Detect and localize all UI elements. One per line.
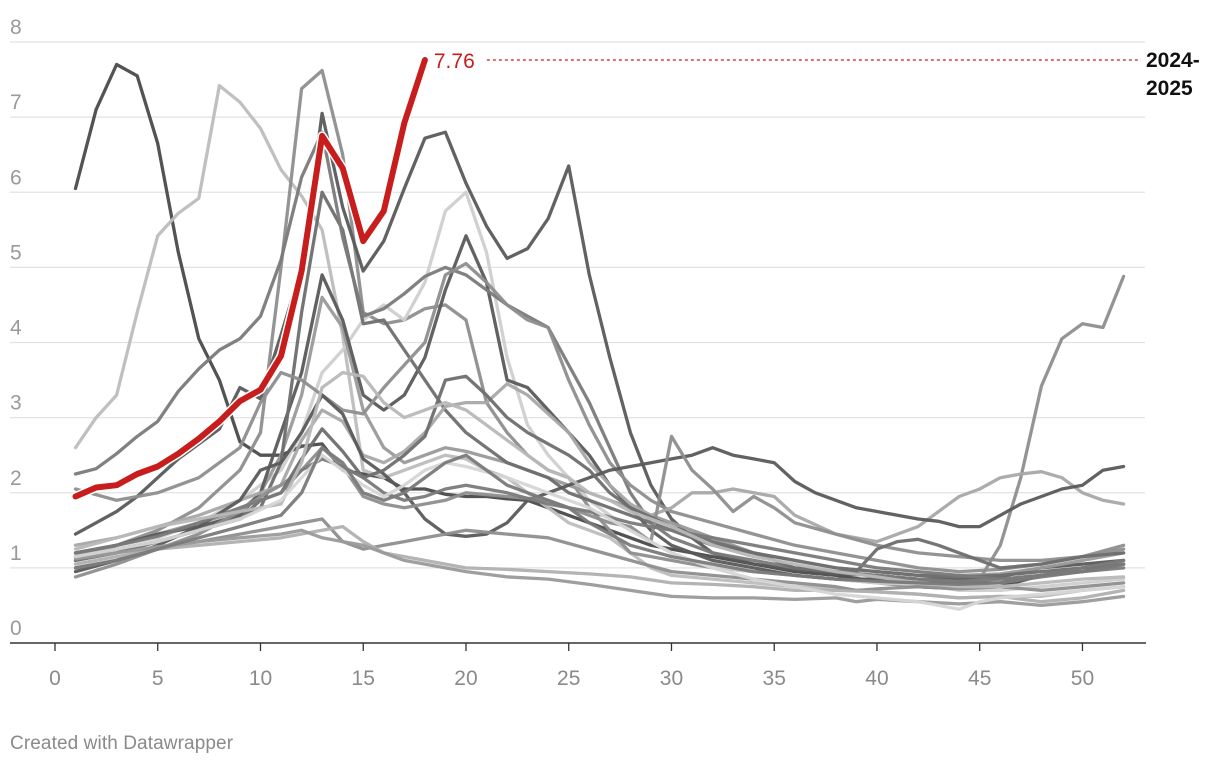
series-line bbox=[73, 261, 1126, 574]
series-line bbox=[73, 62, 1126, 591]
series-line bbox=[73, 370, 1126, 589]
highlight-series-label: 2025 bbox=[1146, 77, 1193, 100]
series-line bbox=[73, 190, 1126, 579]
highlight-series-label: 2024- bbox=[1146, 49, 1200, 72]
y-tick-label: 2 bbox=[10, 467, 22, 490]
y-tick-label: 0 bbox=[10, 617, 22, 640]
x-tick-label: 35 bbox=[763, 667, 786, 690]
x-tick-label: 50 bbox=[1071, 667, 1094, 690]
y-tick-label: 7 bbox=[10, 91, 22, 114]
x-tick-label: 25 bbox=[557, 667, 580, 690]
series-line bbox=[73, 457, 1126, 581]
y-tick-label: 5 bbox=[10, 241, 22, 264]
x-tick-label: 5 bbox=[152, 667, 164, 690]
y-tick-label: 4 bbox=[10, 317, 22, 340]
y-axis-labels: 0 1 2 3 4 5 6 7 8 bbox=[10, 16, 22, 640]
highlight-series bbox=[71, 55, 430, 501]
y-tick-label: 3 bbox=[10, 392, 22, 415]
series-line bbox=[73, 434, 1126, 579]
series-line bbox=[73, 374, 1126, 574]
highlight-series-line bbox=[72, 57, 428, 500]
series-line bbox=[73, 524, 1126, 604]
annotations: 7.76 2024- 2025 bbox=[434, 49, 1200, 100]
highlight-line-halo bbox=[71, 55, 430, 501]
background-series bbox=[73, 62, 1126, 611]
end-value-label: 7.76 bbox=[434, 50, 475, 73]
series-line bbox=[73, 111, 1126, 581]
x-tick-label: 15 bbox=[352, 667, 375, 690]
series-line bbox=[73, 446, 1126, 587]
x-tick-label: 45 bbox=[968, 667, 991, 690]
x-tick-label: 0 bbox=[49, 667, 61, 690]
y-tick-label: 8 bbox=[10, 16, 22, 39]
series-line bbox=[73, 190, 1126, 593]
y-tick-label: 1 bbox=[10, 542, 22, 565]
x-axis: 0 5 10 15 20 25 30 35 40 45 50 bbox=[10, 642, 1146, 690]
datawrapper-credit: Created with Datawrapper bbox=[10, 733, 234, 754]
x-tick-label: 20 bbox=[454, 667, 477, 690]
y-tick-label: 6 bbox=[10, 166, 22, 189]
series-line bbox=[73, 382, 1126, 547]
x-tick-label: 10 bbox=[249, 667, 272, 690]
series-line bbox=[73, 234, 1126, 585]
series-line bbox=[73, 453, 1126, 611]
series-line bbox=[73, 517, 1126, 593]
x-tick-label: 40 bbox=[865, 667, 888, 690]
x-tick-label: 30 bbox=[660, 667, 683, 690]
